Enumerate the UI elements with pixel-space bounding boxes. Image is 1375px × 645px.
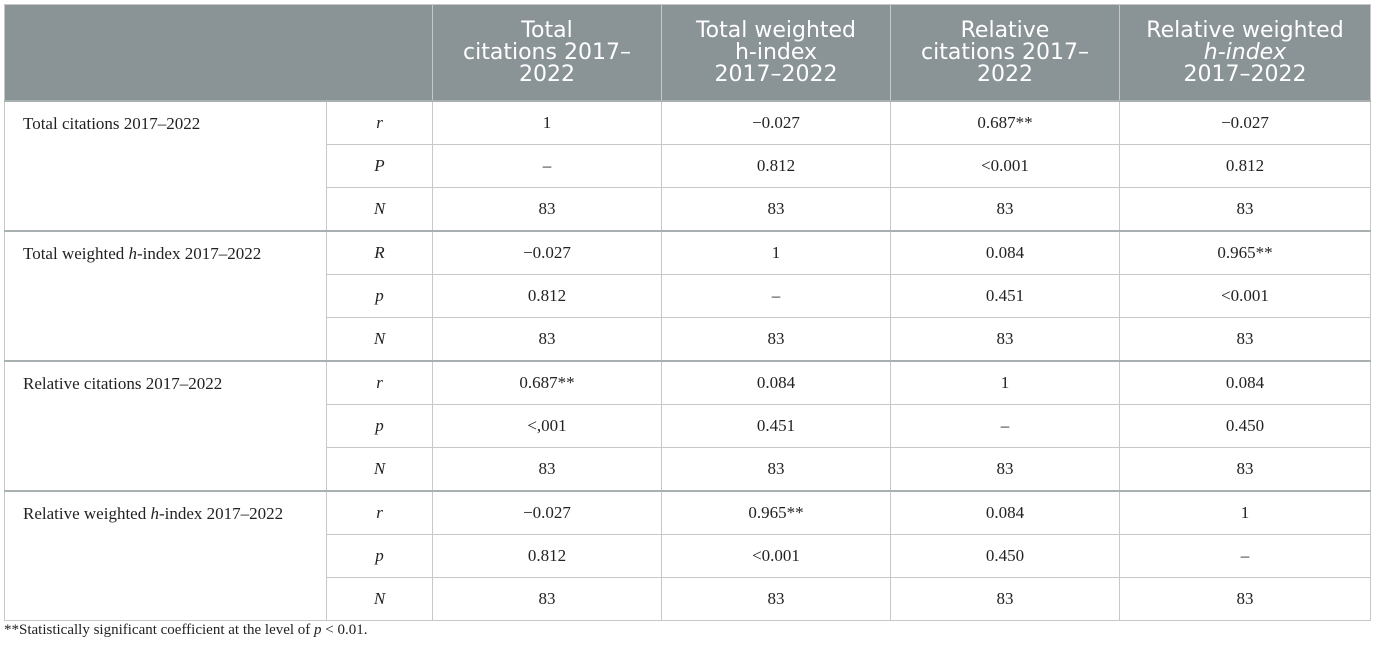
stat-symbol: p [326, 274, 433, 318]
table-cell: <0.001 [890, 144, 1120, 188]
table-cell: −0.027 [432, 230, 662, 275]
table-cell: 1 [432, 100, 662, 145]
row-group-label: Total citations 2017–2022 [4, 100, 327, 232]
table-cell: 0.084 [1119, 360, 1371, 405]
column-header-relative-weighted-h-index: Relative weighted h-index 2017–2022 [1119, 4, 1371, 102]
table-row: N 83 83 83 83 [5, 577, 1371, 621]
table-cell: 0.965** [661, 490, 891, 535]
table-footnote: **Statistically significant coefficient … [4, 622, 368, 638]
table-row: P – 0.812 <0.001 0.812 [5, 144, 1371, 188]
table-cell: 0.687** [432, 360, 662, 405]
table-cell: 83 [890, 187, 1120, 232]
stat-symbol: P [326, 144, 433, 188]
table-row: Relative citations 2017–2022 r 0.687** 0… [4, 360, 1371, 492]
table-cell: 83 [890, 317, 1120, 362]
table-row: p <,001 0.451 – 0.450 [5, 404, 1371, 448]
table-cell: 83 [432, 187, 662, 232]
table-cell: 0.084 [890, 230, 1120, 275]
table-row: Relative weighted h-index 2017–2022 r −0… [4, 490, 1371, 621]
header-row: Total citations 2017– 2022 Total weighte… [4, 4, 1371, 102]
table-cell: 0.687** [890, 100, 1120, 145]
table-cell: 83 [661, 317, 891, 362]
table-cell: 0.812 [661, 144, 891, 188]
table-cell: 0.812 [432, 534, 662, 578]
table-cell: 0.965** [1119, 230, 1371, 275]
table-cell: 83 [1119, 447, 1371, 492]
table-row: Total citations 2017–2022 r 1 −0.027 0.6… [4, 100, 1371, 232]
column-header-total-weighted-h-index: Total weighted h-index 2017–2022 [661, 4, 891, 102]
row-group-label: Relative citations 2017–2022 [4, 360, 327, 492]
table-cell: – [661, 274, 891, 318]
stat-symbol: r [326, 100, 433, 145]
table-cell: <,001 [432, 404, 662, 448]
table-cell: 0.451 [661, 404, 891, 448]
table-row: p 0.812 <0.001 0.450 – [5, 534, 1371, 578]
column-header-relative-citations: Relative citations 2017– 2022 [890, 4, 1120, 102]
table-cell: 83 [661, 447, 891, 492]
table-cell: 83 [432, 317, 662, 362]
table-cell: 0.812 [1119, 144, 1371, 188]
table-cell: 0.084 [890, 490, 1120, 535]
table-cell: −0.027 [432, 490, 662, 535]
table-cell: 0.450 [890, 534, 1120, 578]
table-cell: 0.812 [432, 274, 662, 318]
table-cell: −0.027 [661, 100, 891, 145]
stat-symbol: p [326, 534, 433, 578]
row-group-label: Total weighted h-index 2017–2022 [4, 230, 327, 362]
table-cell: <0.001 [661, 534, 891, 578]
table-cell: 83 [890, 447, 1120, 492]
table-row: Total weighted h-index 2017–2022 R −0.02… [4, 230, 1371, 362]
table-cell: 1 [661, 230, 891, 275]
stat-symbol: R [326, 230, 433, 275]
table-cell: 0.084 [661, 360, 891, 405]
correlation-table: Total citations 2017– 2022 Total weighte… [4, 4, 1371, 621]
table-cell: – [890, 404, 1120, 448]
table-cell: 83 [1119, 577, 1371, 621]
table-cell: −0.027 [1119, 100, 1371, 145]
table-cell: – [432, 144, 662, 188]
stat-symbol: N [326, 577, 433, 621]
stat-symbol: r [326, 490, 433, 535]
table-cell: – [1119, 534, 1371, 578]
table-cell: 83 [1119, 187, 1371, 232]
table-cell: 0.451 [890, 274, 1120, 318]
column-header-total-citations: Total citations 2017– 2022 [432, 4, 662, 102]
table-cell: 1 [890, 360, 1120, 405]
table-cell: 83 [432, 577, 662, 621]
table-cell: 83 [661, 187, 891, 232]
row-group-label: Relative weighted h-index 2017–2022 [4, 490, 327, 621]
table-cell: 0.450 [1119, 404, 1371, 448]
table-row: N 83 83 83 83 [5, 447, 1371, 492]
header-corner [4, 4, 433, 102]
table-cell: 83 [432, 447, 662, 492]
table-row: p 0.812 – 0.451 <0.001 [5, 274, 1371, 318]
table-cell: 1 [1119, 490, 1371, 535]
table-cell: 83 [890, 577, 1120, 621]
stat-symbol: r [326, 360, 433, 405]
stat-symbol: N [326, 447, 433, 492]
table-cell: <0.001 [1119, 274, 1371, 318]
stat-symbol: p [326, 404, 433, 448]
stat-symbol: N [326, 317, 433, 362]
table-cell: 83 [1119, 317, 1371, 362]
table-cell: 83 [661, 577, 891, 621]
stat-symbol: N [326, 187, 433, 232]
